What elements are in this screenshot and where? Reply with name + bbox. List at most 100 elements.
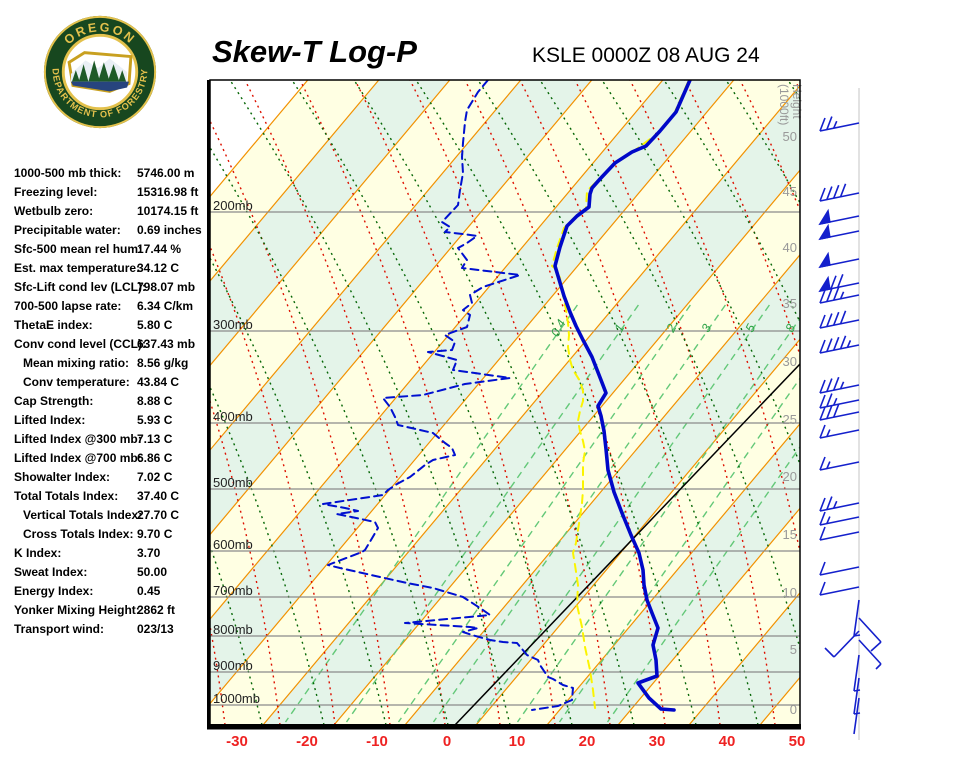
moist-adiabat-line bbox=[477, 80, 759, 725]
barb-staff bbox=[819, 516, 860, 526]
height-tick-label: 10 bbox=[783, 585, 797, 600]
moist-adiabat-line bbox=[291, 80, 573, 725]
barb-full-feather bbox=[832, 376, 840, 391]
index-value: 27.70 C bbox=[137, 508, 180, 522]
index-label: Precipitable water: bbox=[14, 223, 121, 237]
dry-adiabat-line bbox=[210, 119, 391, 725]
pressure-level-label: 400mb bbox=[213, 409, 253, 424]
index-value: 0.45 bbox=[137, 584, 161, 598]
height-tick-label: 20 bbox=[783, 469, 797, 484]
mixing-ratio-line bbox=[432, 304, 726, 723]
index-row: Transport wind: 023/13 bbox=[14, 622, 174, 641]
index-label: Sfc-Lift cond lev (LCL): bbox=[14, 280, 146, 294]
index-value: 34.12 C bbox=[137, 261, 180, 275]
barb-full-feather bbox=[819, 561, 826, 576]
index-row: 700-500 lapse rate: 6.34 C/km bbox=[14, 299, 193, 318]
moist-adiabat-line bbox=[353, 80, 635, 725]
barb-full-feather bbox=[819, 424, 826, 439]
wind-barb bbox=[819, 424, 860, 439]
wind-barb bbox=[819, 286, 860, 304]
barb-full-feather bbox=[826, 116, 833, 130]
parcel-reference-line bbox=[454, 363, 800, 725]
index-value: 8.88 C bbox=[137, 394, 173, 408]
moist-adiabat-line bbox=[912, 80, 960, 725]
index-value: 37.40 C bbox=[137, 489, 180, 503]
index-row: K Index: 3.70 bbox=[14, 546, 160, 565]
index-row: Est. max temperature: 34.12 C bbox=[14, 261, 179, 280]
moist-adiabat-line bbox=[229, 80, 511, 725]
barb-full-feather bbox=[819, 314, 826, 329]
moist-adiabat-line bbox=[787, 80, 800, 101]
temperature-curve bbox=[553, 80, 692, 712]
barb-half-feather bbox=[832, 500, 838, 509]
index-value: 5.93 C bbox=[137, 413, 173, 427]
index-value: 15316.98 ft bbox=[137, 185, 199, 199]
dewpoint-curve bbox=[322, 80, 574, 711]
wind-barb bbox=[818, 274, 860, 293]
station-datetime: KSLE 0000Z 08 AUG 24 bbox=[532, 44, 760, 67]
index-label: Cross Totals Index: bbox=[23, 527, 134, 541]
index-row: Precipitable water: 0.69 inches bbox=[14, 223, 202, 242]
moist-adiabat-line bbox=[210, 256, 387, 725]
tspan: (1000ft) bbox=[777, 84, 791, 125]
logo-scene bbox=[67, 51, 133, 93]
temp-axis-label: 40 bbox=[719, 733, 736, 750]
wind-barb bbox=[819, 526, 860, 541]
barb-full-feather bbox=[830, 275, 837, 290]
mixing-ratio-line bbox=[558, 377, 800, 723]
index-value: 10174.15 ft bbox=[137, 204, 199, 218]
barb-half-feather bbox=[846, 340, 852, 348]
barb-full-feather bbox=[819, 456, 826, 471]
barb-staff bbox=[833, 630, 860, 658]
barb-pennant bbox=[818, 275, 831, 293]
barb-staff bbox=[819, 566, 860, 576]
barb-staff bbox=[853, 697, 860, 735]
barb-full-feather bbox=[832, 403, 840, 418]
index-row: Conv temperature: 43.84 C bbox=[14, 375, 179, 394]
wind-barb bbox=[818, 223, 860, 241]
wind-barb bbox=[819, 581, 860, 596]
index-row: Lifted Index: 5.93 C bbox=[14, 413, 172, 432]
temp-axis-label: 10 bbox=[509, 733, 526, 750]
index-label: Mean mixing ratio: bbox=[23, 356, 130, 370]
isotherm-line bbox=[333, 169, 800, 725]
pressure-level-label: 800mb bbox=[213, 622, 253, 637]
chart-border-left bbox=[207, 80, 211, 729]
index-row: Vertical Totals Index: 27.70 C bbox=[14, 508, 179, 527]
index-label: Lifted Index @300 mb: bbox=[14, 432, 142, 446]
height-tick-label: 5 bbox=[790, 642, 797, 657]
barb-half-feather bbox=[875, 663, 882, 670]
index-row: Conv cond level (CCL): 637.43 mb bbox=[14, 337, 195, 356]
index-row: Wetbulb zero: 10174.15 ft bbox=[14, 204, 198, 223]
isotherm-line bbox=[210, 80, 664, 620]
isotherm-line bbox=[617, 507, 800, 725]
pressure-level-label: 300mb bbox=[213, 317, 253, 332]
pressure-level-label: 700mb bbox=[213, 583, 253, 598]
barb-full-feather bbox=[832, 311, 840, 326]
temp-axis-label: 0 bbox=[443, 733, 451, 750]
temp-axis-label: -30 bbox=[226, 733, 248, 750]
index-row: Mean mixing ratio: 8.56 g/kg bbox=[14, 356, 188, 375]
barb-pennant bbox=[818, 208, 831, 226]
index-row: Showalter Index: 7.02 C bbox=[14, 470, 172, 489]
barb-full-feather bbox=[819, 581, 826, 596]
index-row: Sfc-Lift cond lev (LCL): 798.07 mb bbox=[14, 280, 195, 299]
barb-full-feather bbox=[826, 496, 833, 510]
isotherm-line bbox=[262, 84, 800, 725]
barb-full-feather bbox=[819, 187, 826, 202]
index-row: Lifted Index @300 mb: 7.13 C bbox=[14, 432, 172, 451]
temp-axis-label: 20 bbox=[579, 733, 596, 750]
page-title: Skew-T Log-P bbox=[212, 34, 417, 69]
height-tick-label: 45 bbox=[783, 184, 797, 199]
barb-half-feather bbox=[839, 381, 845, 390]
wind-barb bbox=[853, 697, 860, 735]
dry-adiabat-line bbox=[850, 80, 960, 725]
wind-barb bbox=[824, 630, 860, 658]
pressure-level-label: 200mb bbox=[213, 198, 253, 213]
barb-full-feather bbox=[819, 511, 826, 526]
index-value: 43.84 C bbox=[137, 375, 180, 389]
barb-full-feather bbox=[824, 647, 835, 658]
dry-adiabat-line bbox=[210, 244, 336, 725]
barb-full-feather bbox=[819, 117, 826, 132]
